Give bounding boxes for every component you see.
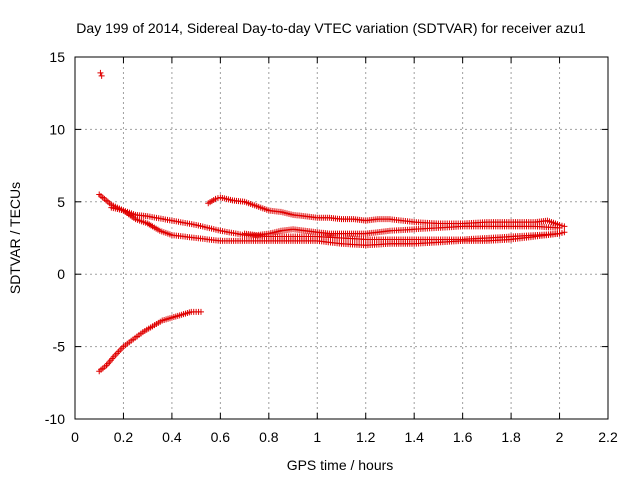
data-point — [197, 308, 204, 315]
y-tick-label: 5 — [57, 194, 65, 210]
plot-frame — [74, 56, 609, 420]
y-tick-label: 0 — [57, 266, 65, 282]
data-point — [556, 224, 563, 231]
data-point — [561, 229, 568, 236]
x-tick-label: 0 — [71, 429, 79, 445]
x-tick-label: 1 — [313, 429, 321, 445]
data-point — [97, 69, 104, 76]
x-tick-label: 1.6 — [453, 429, 473, 445]
x-tick-label: 0.2 — [114, 429, 134, 445]
x-axis-label: GPS time / hours — [287, 457, 394, 473]
chart-title: Day 199 of 2014, Sidereal Day-to-day VTE… — [76, 20, 586, 36]
y-axis-label: SDTVAR / TECUs — [7, 182, 23, 294]
x-tick-label: 1.8 — [501, 429, 521, 445]
data-point — [556, 230, 563, 237]
axis-ticks: 0 0.2 0.4 0.6 0.8 1 1.2 1.4 1.6 1.8 2 2.2 15 10 5 0 -5 -1… — [45, 49, 618, 445]
x-tick-label: 0.6 — [211, 429, 231, 445]
x-tick-label: 0.4 — [162, 429, 182, 445]
data-point — [98, 72, 105, 79]
x-tick-label: 0.8 — [259, 429, 279, 445]
x-tick-label: 1.2 — [356, 429, 376, 445]
y-tick-label: -10 — [45, 411, 65, 427]
y-tick-label: 15 — [49, 49, 65, 65]
y-tick-label: 10 — [49, 121, 65, 137]
x-tick-label: 2 — [556, 429, 564, 445]
x-tick-label: 2.2 — [598, 429, 618, 445]
data-point — [561, 223, 568, 230]
y-tick-label: -5 — [53, 339, 66, 355]
data-points — [96, 69, 568, 375]
x-tick-label: 1.4 — [404, 429, 424, 445]
